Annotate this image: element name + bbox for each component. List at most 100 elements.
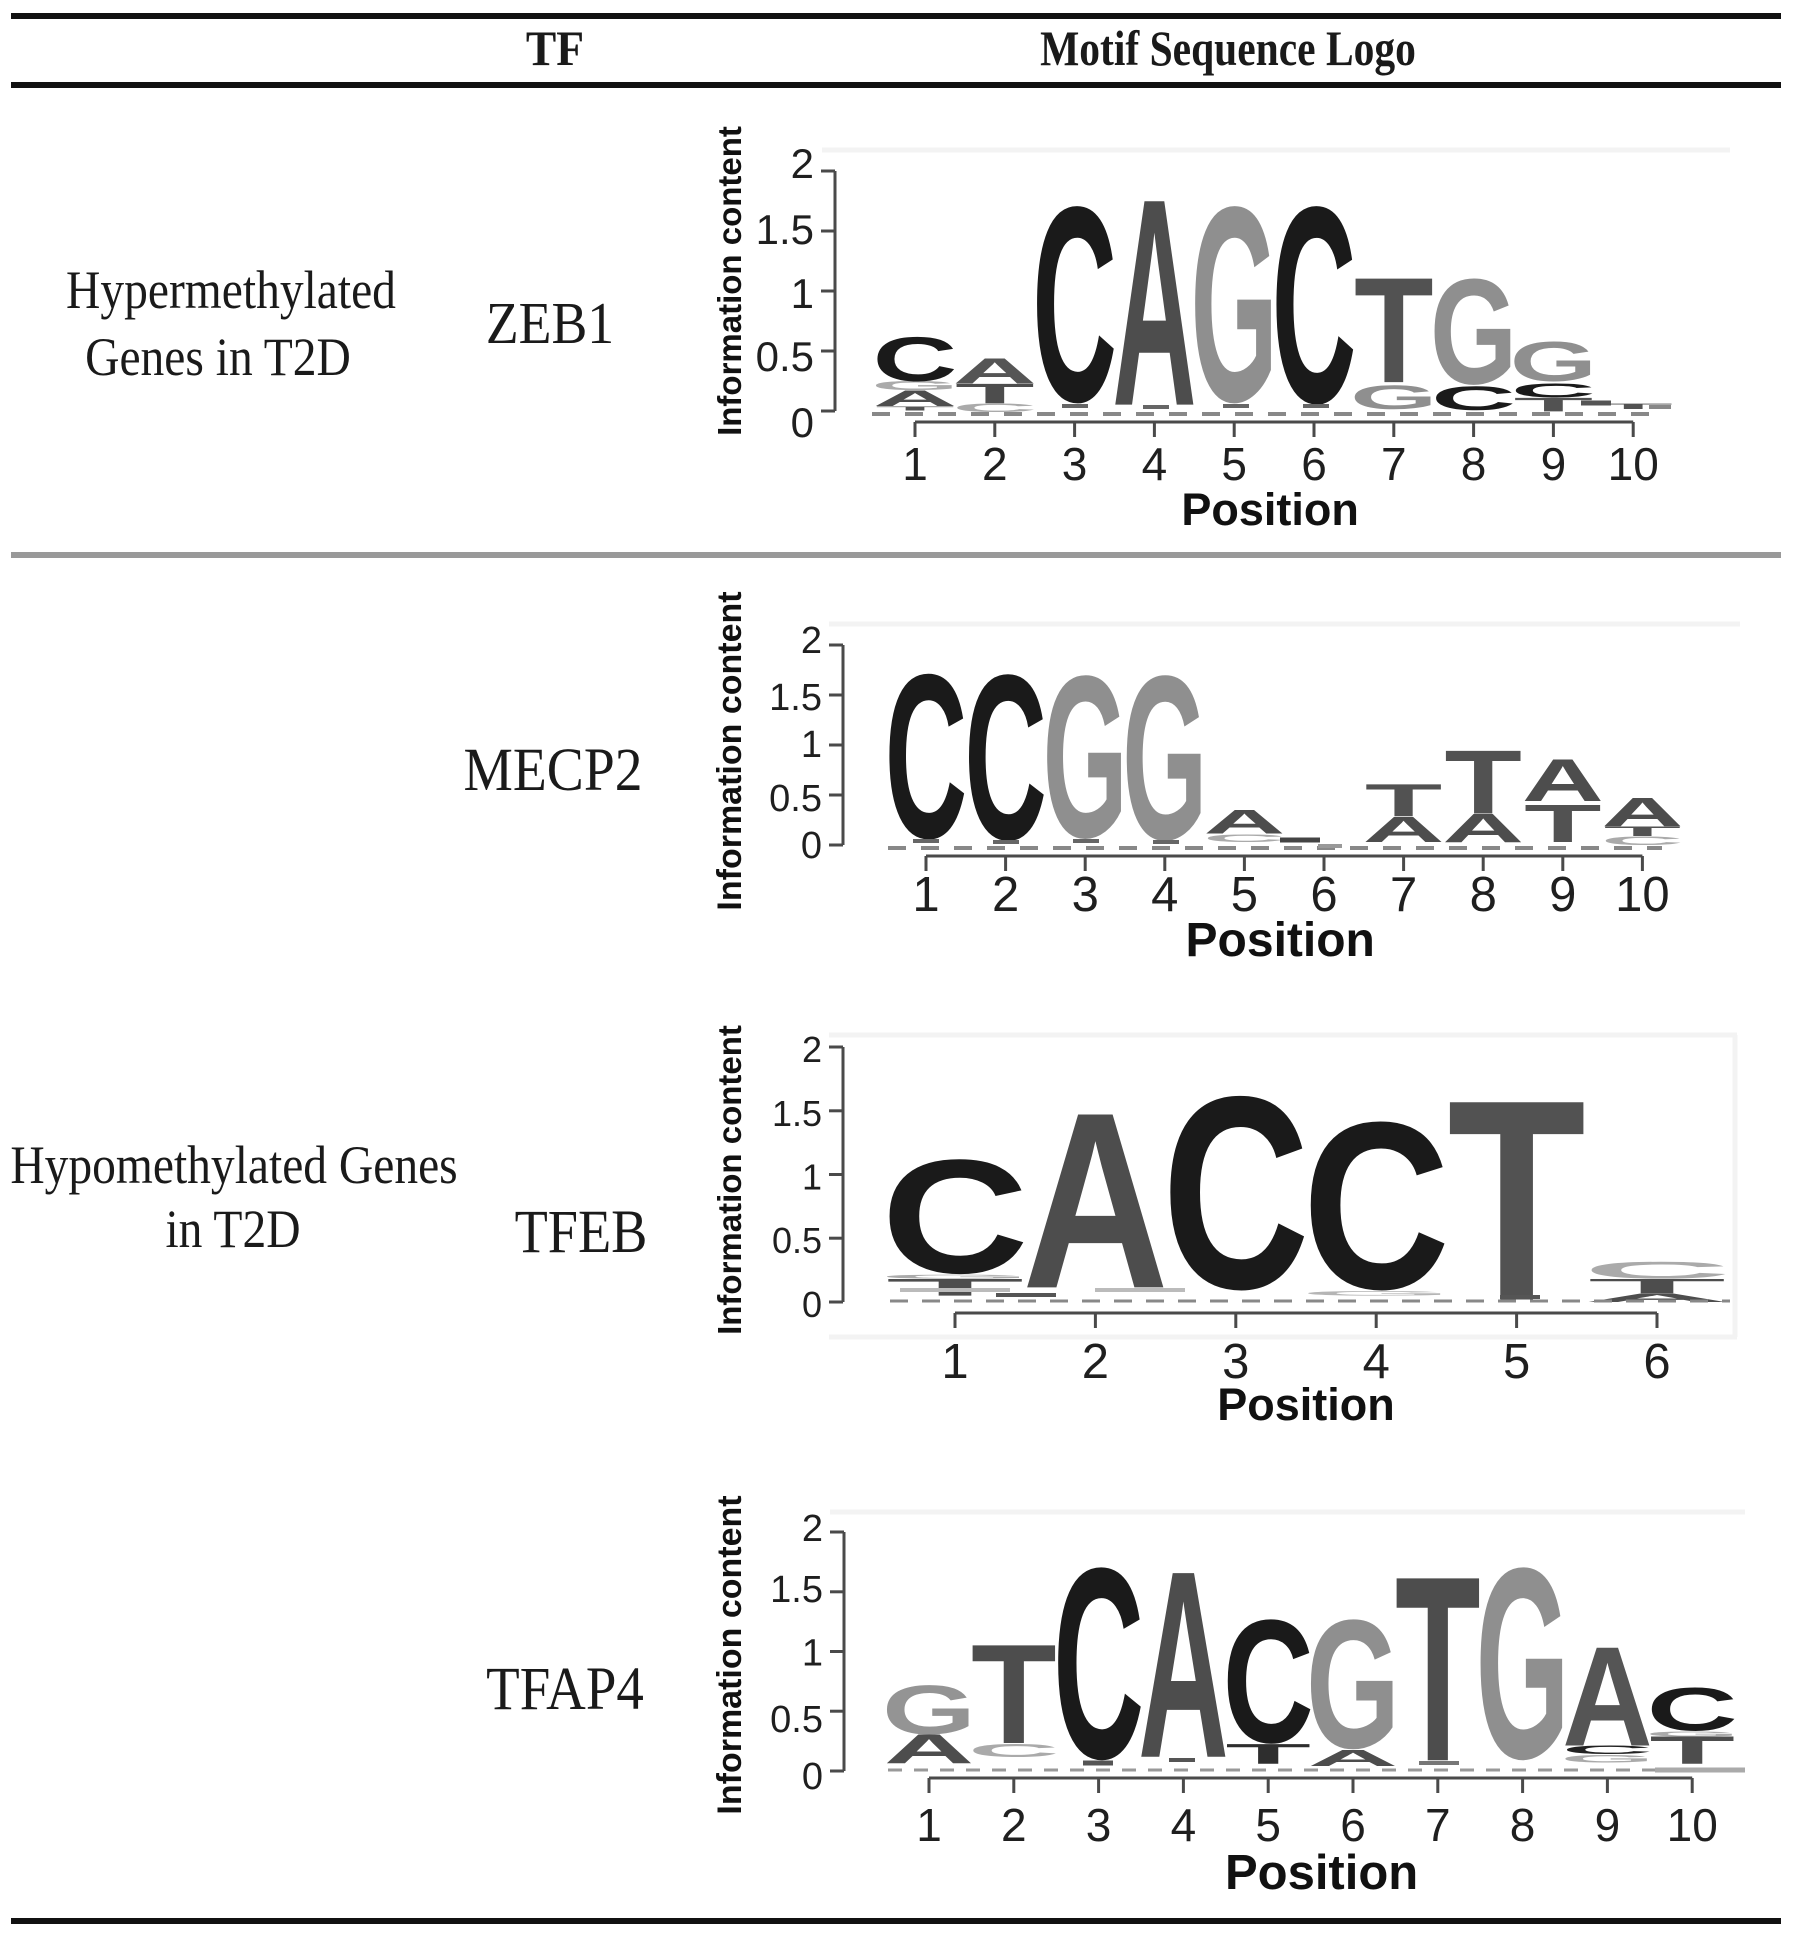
svg-text:G: G [879, 1273, 1031, 1279]
svg-text:0.5: 0.5 [770, 1699, 823, 1741]
svg-text:Position: Position [1186, 914, 1375, 967]
svg-text:G: G [871, 379, 958, 393]
svg-text:2: 2 [1001, 1799, 1027, 1851]
svg-text:C: C [1272, 147, 1357, 461]
svg-text:3: 3 [1222, 1335, 1249, 1389]
svg-text:0: 0 [802, 1284, 822, 1325]
svg-text:3: 3 [1086, 1799, 1112, 1851]
svg-text:10: 10 [1667, 1799, 1718, 1851]
svg-text:A: A [1112, 138, 1196, 468]
svg-text:C: C [964, 626, 1047, 889]
svg-text:A: A [1308, 1746, 1399, 1771]
svg-text:T: T [1593, 402, 1672, 411]
svg-text:C: C [1511, 379, 1596, 402]
svg-text:C: C [1223, 1584, 1314, 1780]
svg-text:2: 2 [802, 1029, 822, 1070]
svg-text:A: A [1522, 748, 1604, 815]
svg-text:A: A [953, 351, 1037, 391]
svg-text:6: 6 [1340, 1799, 1366, 1851]
svg-text:C: C [968, 1740, 1059, 1761]
svg-text:T: T [1447, 1040, 1585, 1361]
svg-text:C: C [1601, 834, 1684, 848]
svg-text:T: T [1395, 1520, 1481, 1816]
svg-text:Information content: Information content [711, 126, 748, 436]
svg-text:3: 3 [1062, 438, 1088, 490]
svg-text:C: C [1562, 1744, 1653, 1757]
svg-text:C: C [1302, 1073, 1450, 1339]
svg-text:1: 1 [902, 438, 928, 490]
svg-text:0: 0 [802, 1756, 823, 1798]
svg-text:5: 5 [1231, 868, 1258, 922]
svg-text:7: 7 [1390, 868, 1417, 922]
svg-text:1: 1 [791, 270, 814, 317]
svg-text:10: 10 [1608, 438, 1659, 490]
svg-text:5: 5 [1221, 438, 1247, 490]
svg-text:T: T [1225, 1738, 1311, 1770]
svg-text:2: 2 [1082, 1335, 1109, 1389]
svg-text:2: 2 [791, 140, 814, 187]
svg-text:2: 2 [801, 620, 822, 662]
svg-text:A: A [1562, 1618, 1653, 1776]
svg-text:1: 1 [802, 1157, 822, 1198]
svg-text:C: C [952, 401, 1037, 415]
svg-text:0: 0 [801, 825, 822, 867]
svg-text:C: C [1203, 832, 1286, 845]
svg-text:Position: Position [1181, 484, 1359, 535]
svg-text:G: G [1645, 1730, 1739, 1738]
svg-text:G: G [1191, 150, 1278, 461]
svg-text:T: T [1354, 246, 1433, 414]
svg-text:7: 7 [1425, 1799, 1451, 1851]
svg-text:G: G [882, 1671, 976, 1749]
svg-text:C: C [1583, 1257, 1731, 1284]
svg-text:7: 7 [1381, 438, 1407, 490]
svg-text:T: T [1514, 394, 1593, 416]
svg-text:C: C [873, 324, 958, 394]
svg-text:A: A [1363, 809, 1445, 850]
svg-text:0.5: 0.5 [772, 1220, 822, 1261]
svg-text:4: 4 [1151, 868, 1178, 922]
svg-text:8: 8 [1461, 438, 1487, 490]
svg-text:4: 4 [1363, 1335, 1390, 1389]
svg-text:C: C [885, 626, 968, 888]
svg-text:8: 8 [1510, 1799, 1536, 1851]
svg-text:C: C [1162, 1040, 1310, 1346]
svg-text:9: 9 [1549, 868, 1576, 922]
svg-text:1.5: 1.5 [769, 677, 822, 719]
svg-text:Information content: Information content [711, 1025, 748, 1335]
svg-text:6: 6 [1310, 868, 1337, 922]
svg-text:A: A [1601, 790, 1683, 835]
svg-text:T: T [1445, 732, 1522, 833]
svg-text:A: A [873, 386, 957, 411]
svg-text:T: T [1649, 1728, 1735, 1772]
svg-text:A: A [1022, 1061, 1169, 1342]
svg-text:1: 1 [802, 1633, 823, 1675]
svg-text:G: G [1430, 249, 1517, 417]
svg-text:Information content: Information content [711, 591, 749, 910]
svg-text:T: T [971, 1614, 1057, 1773]
svg-text:1.5: 1.5 [772, 1093, 822, 1134]
svg-text:T: T [1524, 793, 1601, 853]
svg-text:T: T [875, 405, 954, 412]
svg-text:1.5: 1.5 [756, 206, 814, 253]
svg-text:G: G [1476, 1511, 1570, 1816]
svg-text:5: 5 [1503, 1335, 1530, 1389]
svg-text:0: 0 [791, 399, 814, 446]
svg-text:10: 10 [1615, 868, 1670, 922]
svg-text:4: 4 [1171, 1799, 1197, 1851]
svg-text:8: 8 [1470, 868, 1497, 922]
svg-text:4: 4 [1142, 438, 1168, 490]
svg-text:C: C [1647, 1675, 1738, 1744]
svg-text:A: A [1203, 802, 1285, 841]
svg-text:A: A [1138, 1516, 1229, 1814]
svg-text:6: 6 [1301, 438, 1327, 490]
svg-text:1: 1 [941, 1335, 968, 1389]
svg-text:T: T [1604, 823, 1681, 839]
svg-text:G: G [1306, 1581, 1400, 1787]
svg-text:0.5: 0.5 [756, 333, 814, 380]
svg-text:T: T [955, 378, 1034, 409]
svg-text:2: 2 [992, 868, 1019, 922]
svg-text:A: A [1442, 806, 1524, 852]
svg-text:G: G [1350, 378, 1437, 417]
svg-text:T: T [1365, 775, 1442, 826]
svg-text:9: 9 [1595, 1799, 1621, 1851]
